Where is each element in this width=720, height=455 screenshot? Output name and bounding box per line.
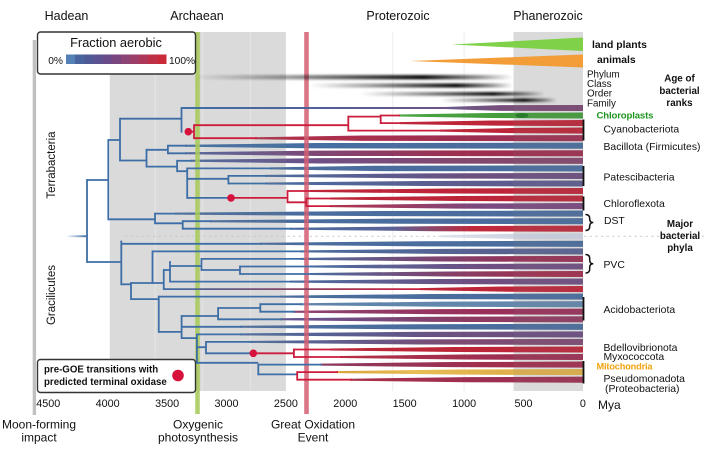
svg-text:Fraction aerobic: Fraction aerobic <box>70 35 162 50</box>
svg-text:Family: Family <box>587 98 616 109</box>
svg-text:Age of: Age of <box>664 74 695 85</box>
svg-text:Phylum: Phylum <box>587 69 620 80</box>
svg-text:Order: Order <box>587 89 613 100</box>
svg-text:phyla: phyla <box>667 243 693 254</box>
svg-text:Bdellovibrionota: Bdellovibrionota <box>604 343 678 354</box>
svg-text:ranks: ranks <box>666 98 693 109</box>
svg-text:Hadean: Hadean <box>45 9 89 23</box>
svg-text:500: 500 <box>514 398 532 410</box>
svg-text:Great Oxidation: Great Oxidation <box>271 417 355 431</box>
svg-text:Event: Event <box>298 431 329 445</box>
svg-text:photosynthesis: photosynthesis <box>158 431 238 445</box>
svg-text:Archaean: Archaean <box>170 9 224 23</box>
svg-text:PVC: PVC <box>604 260 626 271</box>
svg-text:land plants: land plants <box>592 40 647 51</box>
svg-text:Phanerozoic: Phanerozoic <box>513 9 583 23</box>
svg-text:Major: Major <box>667 219 693 230</box>
svg-text:4000: 4000 <box>96 398 120 410</box>
svg-text:impact: impact <box>21 431 57 445</box>
svg-text:100%: 100% <box>169 56 195 67</box>
svg-text:4500: 4500 <box>36 398 60 410</box>
svg-text:DST: DST <box>604 216 625 227</box>
svg-text:Bacillota (Firmicutes): Bacillota (Firmicutes) <box>604 142 701 153</box>
svg-text:1500: 1500 <box>393 398 417 410</box>
svg-text:Gracilicutes: Gracilicutes <box>46 265 58 325</box>
svg-text:3500: 3500 <box>155 398 179 410</box>
svg-text:Terrabacteria: Terrabacteria <box>46 131 58 199</box>
svg-text:Patescibacteria: Patescibacteria <box>604 173 675 184</box>
svg-text:Proterozoic: Proterozoic <box>366 9 429 23</box>
svg-text:2000: 2000 <box>333 398 357 410</box>
svg-text:Class: Class <box>587 79 612 90</box>
svg-text:Pseudomonadota: Pseudomonadota <box>604 374 686 385</box>
svg-text:0%: 0% <box>48 56 63 67</box>
svg-text:Chloroflexota: Chloroflexota <box>604 199 665 210</box>
svg-text:animals: animals <box>597 55 636 66</box>
svg-text:2500: 2500 <box>274 398 298 410</box>
svg-text:predicted terminal oxidase: predicted terminal oxidase <box>44 377 167 388</box>
svg-text:Acidobacteriota: Acidobacteriota <box>604 305 676 316</box>
svg-text:Mitochondria: Mitochondria <box>597 362 654 372</box>
svg-text:bacterial: bacterial <box>660 231 701 242</box>
svg-text:1000: 1000 <box>452 398 476 410</box>
svg-text:Oxygenic: Oxygenic <box>173 417 223 431</box>
svg-text:Myxococcota: Myxococcota <box>604 352 665 363</box>
svg-text:(Proteobacteria): (Proteobacteria) <box>605 384 680 395</box>
svg-text:Mya: Mya <box>598 398 621 412</box>
svg-text:bacterial: bacterial <box>659 86 700 97</box>
svg-text:3000: 3000 <box>214 398 238 410</box>
svg-text:pre-GOE transitions with: pre-GOE transitions with <box>44 365 158 376</box>
svg-text:Moon-forming: Moon-forming <box>2 417 76 431</box>
svg-text:Cyanobacteriota: Cyanobacteriota <box>604 125 680 136</box>
svg-text:0: 0 <box>580 398 586 410</box>
svg-text:Chloroplasts: Chloroplasts <box>597 111 654 122</box>
